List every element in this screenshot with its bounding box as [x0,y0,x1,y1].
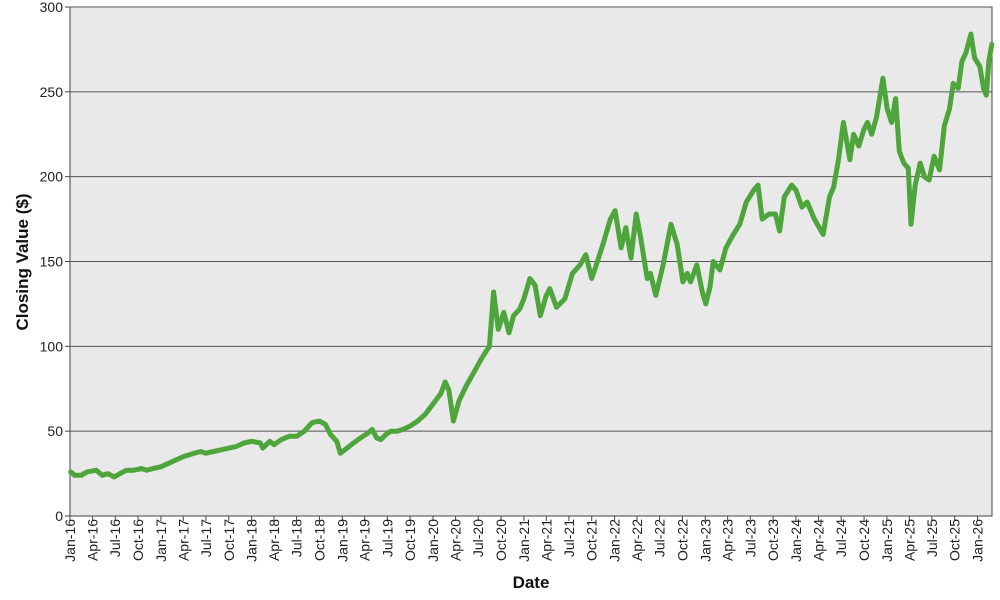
x-tick-label: Apr-21 [538,519,554,561]
x-tick-label: Oct-22 [674,519,690,561]
gridlines [70,6,992,432]
x-tick-label: Apr-18 [266,519,282,561]
x-tick-label: Jan-16 [62,519,78,562]
x-tick-label: Jul-19 [379,519,395,557]
x-tick-label: Oct-25 [947,519,963,561]
x-tick-label: Oct-19 [402,519,418,561]
x-tick-label: Jan-19 [334,519,350,562]
x-tick-label: Oct-24 [856,519,872,561]
x-tick-label: Jul-20 [470,519,486,557]
y-tick-label: 50 [47,423,63,439]
x-tick-label: Oct-18 [311,519,327,561]
x-tick-label: Jan-24 [788,519,804,562]
series-group [68,31,995,480]
y-axis-ticks: 0 50 100 150 200 250 300 [40,0,70,524]
x-tick-label: Jan-26 [970,519,986,562]
y-tick-label: 300 [40,0,64,15]
x-tick-label: Apr-23 [720,519,736,561]
x-tick-label: Oct-23 [765,519,781,561]
x-tick-label: Jul-23 [742,519,758,557]
x-tick-label: Jul-16 [107,519,123,557]
series-line [68,31,995,480]
x-tick-label: Jul-22 [652,519,668,557]
x-tick-label: Jul-25 [924,519,940,557]
x-tick-label: Apr-22 [629,519,645,561]
x-tick-label: Jan-21 [516,519,532,562]
x-tick-label: Apr-25 [901,519,917,561]
y-axis-title: Closing Value ($) [13,194,32,331]
y-tick-label: 200 [40,169,64,185]
x-tick-label: Oct-16 [130,519,146,561]
x-tick-label: Jan-22 [607,519,623,562]
x-tick-label: Apr-16 [85,519,101,561]
x-tick-label: Jan-17 [153,519,169,562]
x-tick-label: Jul-21 [561,519,577,557]
x-tick-label: Jul-18 [289,519,305,557]
x-tick-label: Jul-24 [833,519,849,557]
x-tick-label: Jan-18 [244,519,260,562]
x-axis-title: Date [513,573,550,592]
x-tick-label: Oct-17 [221,519,237,561]
x-tick-label: Jan-25 [879,519,895,562]
y-tick-label: 250 [40,84,64,100]
y-tick-label: 150 [40,254,64,270]
x-tick-label: Oct-21 [584,519,600,561]
x-tick-label: Apr-24 [811,519,827,561]
x-tick-label: Jan-23 [697,519,713,562]
y-tick-label: 0 [55,508,63,524]
x-tick-label: Apr-17 [175,519,191,561]
y-tick-label: 100 [40,338,64,354]
x-tick-label: Apr-20 [448,519,464,561]
x-axis-ticks: Jan-16 Apr-16 Jul-16 Oct-16 Jan-17 Apr-17 Jul-… [62,516,986,562]
x-tick-label: Oct-20 [493,519,509,561]
x-tick-label: Apr-19 [357,519,373,561]
x-tick-label: Jan-20 [425,519,441,562]
x-tick-label: Jul-17 [198,519,214,557]
